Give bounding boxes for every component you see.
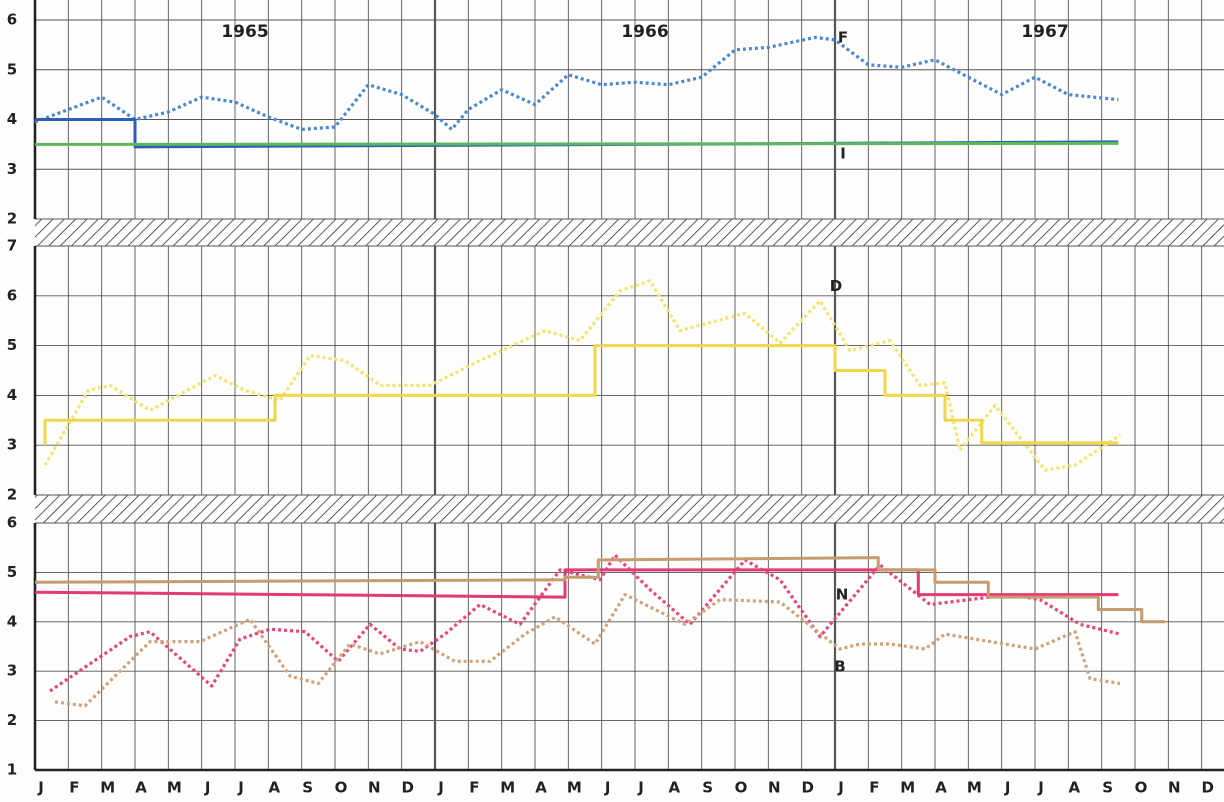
y-tick-label: 3 [7, 160, 17, 178]
x-tick-label: M [967, 779, 982, 797]
x-tick-label: J [204, 779, 211, 797]
x-tick-label: N [1168, 779, 1181, 797]
y-tick-label: 4 [7, 612, 17, 630]
series-line [43, 279, 1121, 472]
y-tick-label: 3 [7, 436, 17, 454]
x-tick-label: O [335, 779, 348, 797]
x-tick-label: M [167, 779, 182, 797]
x-tick-label: F [869, 779, 879, 797]
series-label: I [840, 144, 846, 162]
x-tick-label: J [604, 779, 611, 797]
y-tick-label: 2 [7, 486, 17, 504]
year-label: 1965 [221, 22, 268, 42]
x-tick-label: J [837, 779, 844, 797]
series-line [54, 593, 1121, 708]
series-line [49, 553, 1121, 693]
x-tick-label: N [768, 779, 781, 797]
x-tick-label: A [935, 779, 947, 797]
x-tick-label: D [801, 779, 813, 797]
series-label: F [838, 28, 848, 46]
x-tick-label: O [1135, 779, 1148, 797]
x-tick-label: J [37, 779, 44, 797]
x-tick-label: D [401, 779, 413, 797]
y-tick-label: 5 [7, 336, 17, 354]
x-tick-label: F [469, 779, 479, 797]
axis-break [35, 495, 1224, 523]
y-tick-label: 5 [7, 60, 17, 78]
x-tick-label: A [135, 779, 147, 797]
series-line [34, 556, 1165, 624]
x-tick-label: A [669, 779, 681, 797]
x-tick-label: D [1201, 779, 1213, 797]
y-tick-label: 1 [7, 761, 17, 779]
x-tick-label: M [900, 779, 915, 797]
x-tick-label: O [735, 779, 748, 797]
year-label: 1966 [621, 22, 668, 42]
series-label: D [830, 277, 842, 295]
x-tick-label: S [702, 779, 713, 797]
x-tick-label: J [1004, 779, 1011, 797]
x-tick-label: S [302, 779, 313, 797]
y-tick-label: 2 [7, 210, 17, 228]
x-tick-label: M [567, 779, 582, 797]
series-line [34, 35, 1119, 131]
axis-break [35, 219, 1224, 246]
y-tick-label: 3 [7, 662, 17, 680]
x-tick-label: M [100, 779, 115, 797]
y-tick-label: 7 [7, 237, 17, 255]
year-label: 1967 [1021, 22, 1068, 42]
y-tick-label: 6 [7, 514, 17, 532]
series-line [34, 141, 1119, 146]
series-line [34, 568, 1119, 599]
x-tick-label: F [69, 779, 79, 797]
x-tick-label: A [1069, 779, 1081, 797]
x-tick-label: M [500, 779, 515, 797]
series-label: N [836, 585, 849, 603]
y-tick-label: 4 [7, 386, 17, 404]
y-tick-label: 4 [7, 110, 17, 128]
x-tick-label: A [535, 779, 547, 797]
y-tick-label: 6 [7, 286, 17, 304]
x-tick-label: J [637, 779, 644, 797]
x-tick-label: A [269, 779, 281, 797]
y-tick-label: 6 [7, 11, 17, 29]
x-tick-label: J [237, 779, 244, 797]
x-tick-label: S [1102, 779, 1113, 797]
x-tick-label: N [368, 779, 381, 797]
y-tick-label: 2 [7, 711, 17, 729]
x-tick-label: J [437, 779, 444, 797]
series-line [43, 344, 1119, 446]
y-tick-label: 5 [7, 563, 17, 581]
x-tick-label: J [1037, 779, 1044, 797]
series-label: B [834, 657, 845, 675]
